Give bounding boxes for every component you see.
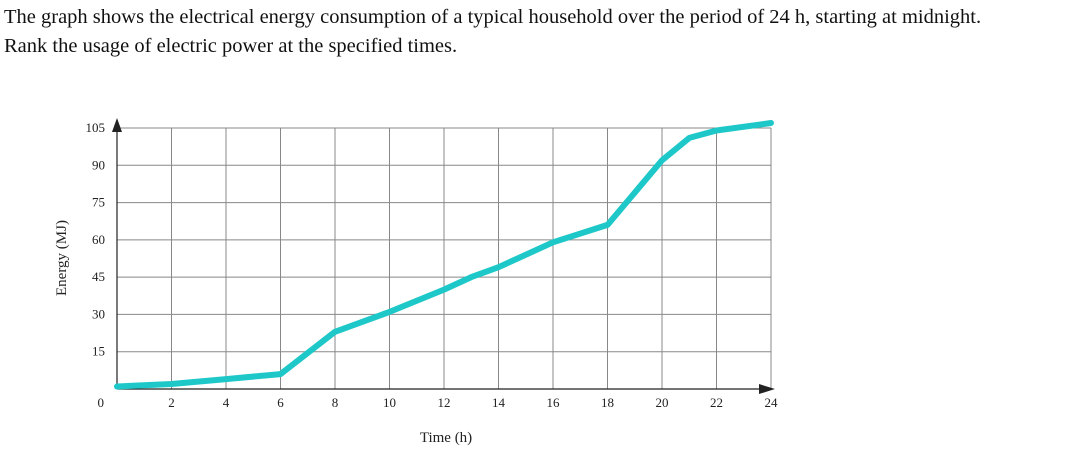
x-tick-label: 16 bbox=[547, 395, 561, 410]
origin-label: 0 bbox=[98, 395, 105, 410]
question-line-1: The graph shows the electrical energy co… bbox=[4, 6, 982, 28]
x-tick-label: 22 bbox=[710, 395, 723, 410]
x-tick-label: 4 bbox=[223, 395, 230, 410]
y-axis-label: Energy (MJ) bbox=[54, 220, 70, 296]
x-tick-label: 6 bbox=[277, 395, 284, 410]
x-tick-label: 10 bbox=[383, 395, 396, 410]
question-line-2: Rank the usage of electric power at the … bbox=[4, 35, 458, 57]
y-tick-label: 45 bbox=[92, 269, 105, 284]
y-tick-label: 105 bbox=[86, 120, 106, 135]
y-tick-label: 60 bbox=[92, 232, 105, 247]
y-axis-arrow bbox=[112, 118, 122, 132]
x-tick-label: 12 bbox=[438, 395, 451, 410]
x-tick-label: 14 bbox=[492, 395, 506, 410]
x-tick-label: 24 bbox=[765, 395, 779, 410]
x-tick-label: 8 bbox=[332, 395, 339, 410]
x-tick-label: 18 bbox=[601, 395, 614, 410]
x-axis-label: Time (h) bbox=[420, 430, 472, 446]
chart-grid bbox=[117, 127, 772, 389]
y-tick-label: 90 bbox=[92, 157, 105, 172]
x-tick-label: 2 bbox=[168, 395, 175, 410]
x-tick-label: 20 bbox=[656, 395, 669, 410]
energy-line bbox=[114, 120, 774, 390]
question-text: The graph shows the electrical energy co… bbox=[4, 3, 1082, 61]
y-tick-label: 15 bbox=[92, 344, 105, 359]
y-tick-label: 75 bbox=[92, 195, 105, 210]
x-axis-arrow bbox=[759, 384, 775, 394]
y-tick-label: 30 bbox=[92, 306, 105, 321]
chart-axes bbox=[112, 118, 775, 394]
